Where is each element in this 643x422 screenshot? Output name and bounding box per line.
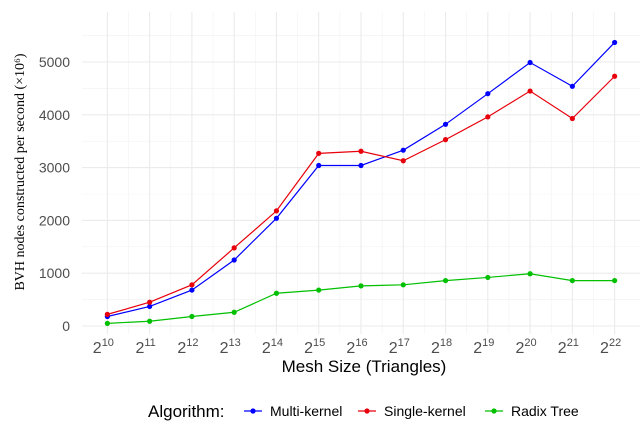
data-point	[400, 147, 406, 153]
data-point	[273, 290, 280, 296]
y-tick-label: 1000	[39, 265, 70, 281]
x-tick-label: 222	[600, 337, 621, 357]
data-point	[231, 309, 237, 315]
x-tick-label: 210	[93, 337, 114, 357]
data-point	[189, 313, 195, 320]
legend-item: Multi-kernel	[244, 403, 342, 419]
data-point	[442, 121, 449, 127]
x-tick-label: 220	[516, 337, 537, 357]
data-point	[273, 215, 280, 221]
x-tick-label: 217	[389, 337, 410, 357]
legend-label: Multi-kernel	[270, 403, 342, 419]
data-point	[527, 59, 533, 66]
x-tick-label: 216	[346, 337, 367, 357]
data-point	[189, 282, 195, 288]
data-point	[442, 137, 449, 143]
data-point	[231, 245, 237, 251]
series-layer	[104, 39, 618, 326]
legend-key-point	[250, 408, 256, 414]
y-tick-label: 4000	[39, 107, 70, 123]
data-point	[316, 162, 322, 169]
legend-item: Single-kernel	[358, 403, 466, 419]
y-tick-label: 0	[62, 318, 70, 334]
legend-label: Radix Tree	[511, 403, 579, 419]
y-axis-ticks: 0 1000 2000 3000 4000 5000	[39, 54, 70, 334]
y-tick-label: 3000	[39, 160, 70, 176]
data-point	[485, 114, 491, 120]
data-point	[358, 283, 364, 289]
data-point	[147, 318, 153, 324]
x-tick-label: 215	[304, 337, 325, 357]
data-point	[527, 88, 533, 94]
x-axis-title: Mesh Size (Triangles)	[282, 357, 447, 376]
data-point	[316, 150, 322, 156]
legend-item: Radix Tree	[485, 403, 579, 419]
data-point	[400, 282, 406, 288]
legend-key-point	[364, 408, 370, 414]
data-point	[147, 303, 153, 310]
data-point	[485, 91, 491, 97]
data-point	[316, 287, 322, 293]
x-axis-ticks: 210 211 212 213 214 215 216 217 218 219 220 221 222	[93, 337, 621, 357]
series-single-kernel	[104, 73, 618, 317]
data-point	[231, 257, 237, 263]
x-tick-label: 214	[262, 337, 283, 357]
data-point	[527, 271, 533, 277]
data-point	[485, 274, 491, 281]
x-tick-label: 211	[135, 337, 155, 357]
y-axis-title: BVH nodes constructed per second (×10⁶)	[13, 53, 28, 290]
data-point	[358, 148, 364, 154]
data-point	[273, 208, 280, 214]
data-point	[569, 83, 575, 89]
x-tick-label: 218	[431, 337, 452, 357]
data-point	[569, 115, 575, 122]
y-tick-label: 5000	[39, 54, 70, 70]
x-tick-label: 219	[473, 337, 494, 357]
legend: Algorithm: Multi-kernel Single-kernel Radi…	[148, 402, 579, 421]
y-tick-label: 2000	[39, 212, 70, 228]
data-point	[189, 287, 195, 293]
major-gridlines	[82, 12, 640, 334]
data-point	[569, 277, 575, 284]
data-point	[612, 277, 618, 284]
data-point	[612, 73, 618, 79]
data-point	[104, 311, 110, 317]
x-tick-label: 221	[558, 337, 579, 357]
data-point	[358, 162, 364, 169]
legend-key-point	[491, 408, 497, 414]
data-point	[400, 158, 406, 164]
legend-title: Algorithm:	[148, 402, 225, 421]
data-point	[104, 320, 110, 326]
data-point	[442, 277, 449, 284]
data-point	[147, 299, 153, 305]
legend-label: Single-kernel	[384, 403, 466, 419]
x-tick-label: 213	[220, 337, 241, 357]
data-point	[612, 39, 618, 46]
x-tick-label: 212	[177, 337, 198, 357]
series-radix-tree	[104, 271, 618, 326]
